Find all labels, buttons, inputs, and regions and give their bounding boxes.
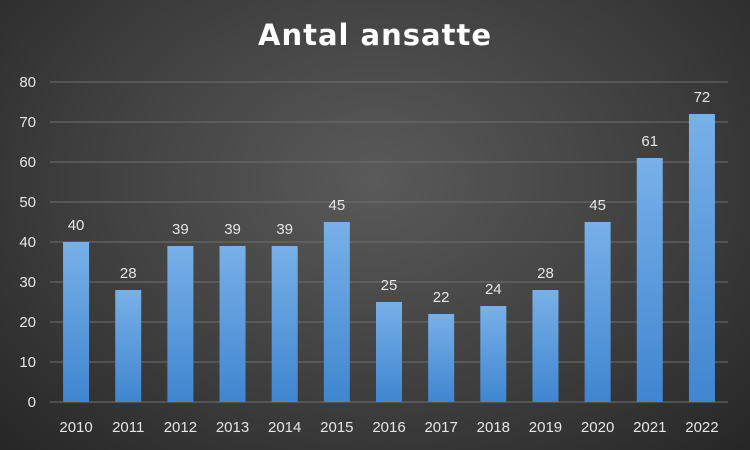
data-label-2018: 24 — [485, 281, 502, 298]
bar-2020 — [584, 222, 611, 402]
bar-2014 — [271, 246, 298, 402]
data-label-2019: 28 — [537, 265, 554, 282]
y-tick-label: 40 — [19, 234, 36, 251]
data-label-2022: 72 — [694, 89, 711, 106]
data-label-2015: 45 — [329, 197, 346, 214]
bar-2019 — [532, 290, 559, 402]
x-tick-label-2010: 2010 — [59, 419, 92, 436]
data-label-2021: 61 — [641, 133, 658, 150]
bar-2022 — [688, 114, 715, 402]
x-tick-label-2014: 2014 — [268, 419, 301, 436]
x-tick-label-2022: 2022 — [685, 419, 718, 436]
bar-2018 — [480, 306, 507, 402]
y-tick-label: 70 — [19, 114, 36, 131]
bar-2021 — [636, 158, 663, 402]
data-label-2012: 39 — [172, 221, 189, 238]
bar-2011 — [115, 290, 142, 402]
y-tick-label: 20 — [19, 314, 36, 331]
data-label-2010: 40 — [68, 217, 85, 234]
data-label-2011: 28 — [120, 265, 137, 282]
chart-title: Antal ansatte — [258, 18, 492, 52]
x-tick-label-2021: 2021 — [633, 419, 666, 436]
x-tick-label-2020: 2020 — [581, 419, 614, 436]
bar-2015 — [323, 222, 350, 402]
y-tick-label: 80 — [19, 74, 36, 91]
x-tick-label-2015: 2015 — [320, 419, 353, 436]
x-tick-label-2018: 2018 — [477, 419, 510, 436]
data-label-2013: 39 — [224, 221, 241, 238]
x-tick-label-2012: 2012 — [164, 419, 197, 436]
bar-2016 — [376, 302, 402, 402]
data-label-2014: 39 — [276, 221, 293, 238]
x-tick-label-2011: 2011 — [112, 419, 144, 436]
y-tick-label: 10 — [19, 354, 36, 371]
y-tick-label: 0 — [28, 394, 36, 411]
bar-2017 — [428, 314, 455, 402]
x-tick-label-2016: 2016 — [372, 419, 405, 436]
x-tick-label-2013: 2013 — [216, 419, 249, 436]
labels: 0 10 20 30 40 50 60 70 80 40 2010 28 2011 39 2012 39 201… — [19, 74, 718, 436]
bar-2012 — [167, 246, 194, 402]
data-label-2020: 45 — [589, 197, 606, 214]
data-label-2017: 22 — [433, 289, 450, 306]
y-tick-label: 50 — [19, 194, 36, 211]
y-tick-label: 30 — [19, 274, 36, 291]
x-tick-label-2017: 2017 — [424, 419, 457, 436]
bar-2013 — [219, 246, 246, 402]
bar-2010 — [63, 242, 90, 402]
data-label-2016: 25 — [381, 277, 398, 294]
y-tick-label: 60 — [19, 154, 36, 171]
x-tick-label-2019: 2019 — [529, 419, 562, 436]
bars — [63, 114, 715, 402]
